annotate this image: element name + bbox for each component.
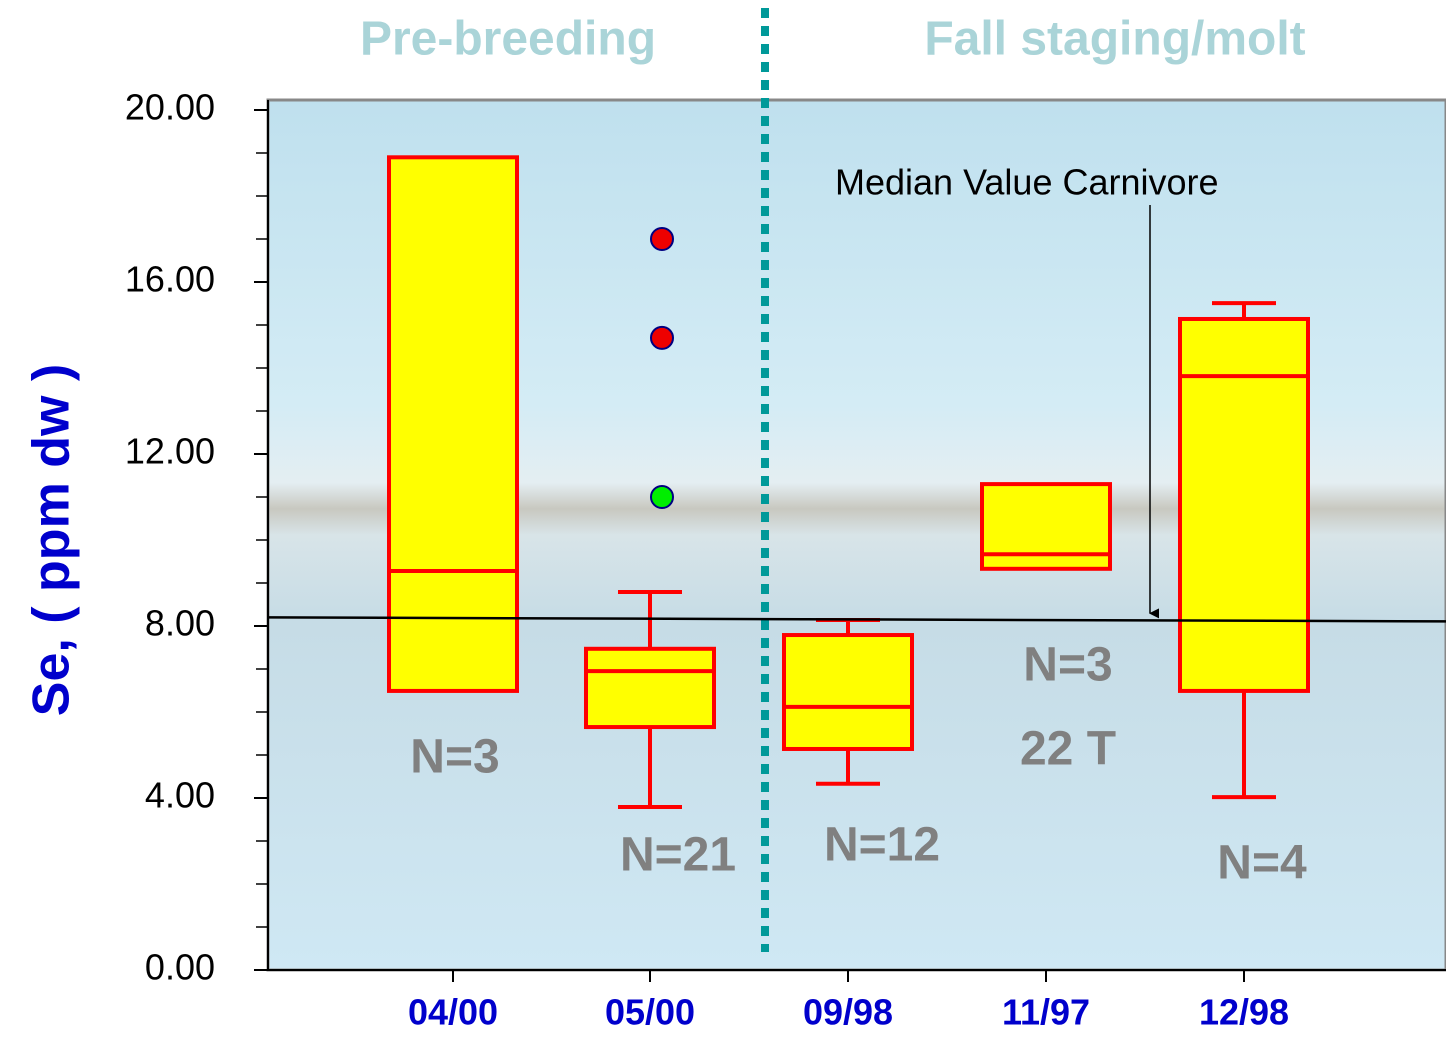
y-tick-label: 20.00 (125, 87, 215, 128)
y-tick-label: 4.00 (145, 775, 215, 816)
section-title: Pre-breeding (360, 13, 656, 66)
chart: Pre-breeding Fall staging/molt Se, ( ppm… (0, 0, 1446, 1037)
x-tick-label: 12/98 (1199, 992, 1289, 1033)
page: {"chart_data": {"type": "box", "sections… (0, 0, 1446, 1042)
box (389, 157, 517, 691)
box (784, 635, 912, 749)
x-tick-label: 09/98 (803, 992, 893, 1033)
outlier (651, 327, 673, 349)
sample-size-label: N=12 (824, 819, 940, 872)
outlier (651, 486, 673, 508)
y-tick-label: 0.00 (145, 947, 215, 988)
box (586, 649, 714, 727)
sample-size-label: 22 T (1020, 723, 1116, 776)
x-tick-label: 04/00 (408, 992, 498, 1033)
sample-size-label: N=3 (410, 731, 499, 784)
section-title: Fall staging/molt (924, 13, 1305, 66)
y-axis-label: Se, ( ppm dw ) (23, 364, 81, 716)
x-tick-label: 11/97 (1002, 992, 1090, 1033)
reference-label: Median Value Carnivore (835, 162, 1219, 203)
y-tick-label: 16.00 (125, 259, 215, 300)
y-tick-label: 8.00 (145, 603, 215, 644)
outlier (651, 228, 673, 250)
x-tick-label: 05/00 (605, 992, 695, 1033)
sample-size-label: N=4 (1217, 837, 1307, 890)
sample-size-label: N=3 (1023, 639, 1112, 692)
y-tick-label: 12.00 (125, 431, 215, 472)
sample-size-label: N=21 (620, 829, 736, 882)
